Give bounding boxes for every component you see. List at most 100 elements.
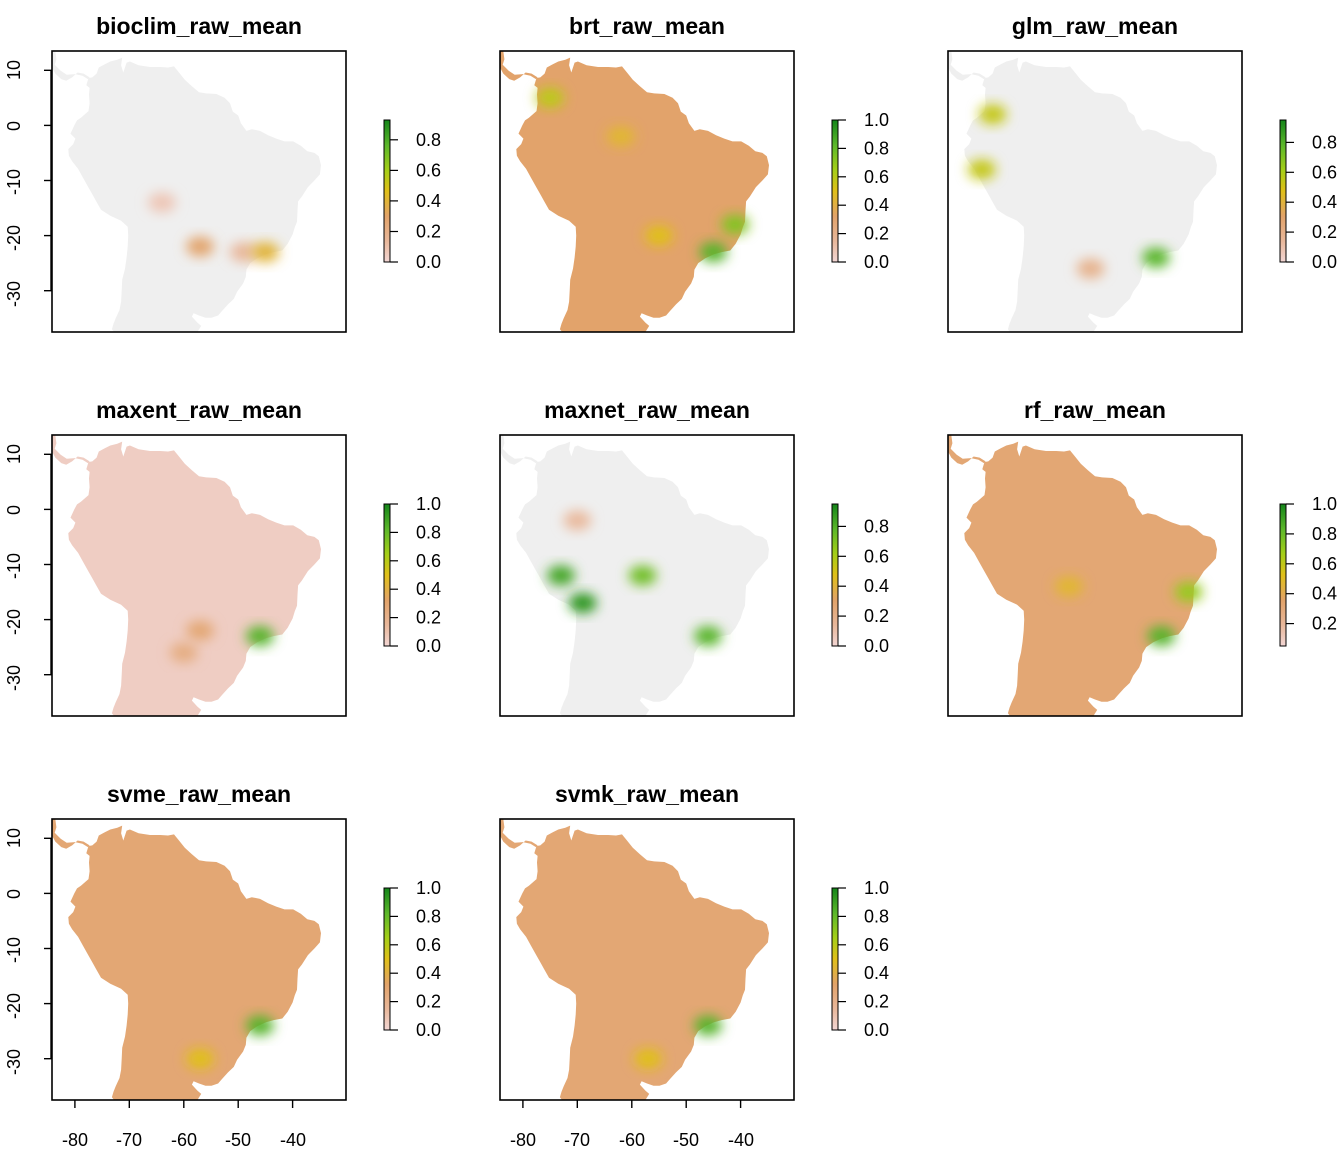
x-tick-label: -60 [619, 1130, 645, 1150]
x-tick-label: -50 [225, 1130, 251, 1150]
legend-tick-label: 0.6 [864, 167, 889, 187]
suitability-hotspot [563, 510, 592, 531]
y-tick-label: -10 [4, 937, 24, 963]
suitability-hotspot [1054, 576, 1083, 597]
suitability-hotspot [568, 593, 597, 613]
suitability-hotspot [967, 159, 996, 180]
y-axis-row1: 10 0 -10 -20 -30 [4, 60, 24, 307]
x-tick-label: -60 [171, 1130, 197, 1150]
legend-tick-label: 0.6 [416, 160, 441, 180]
suitability-hotspot [169, 642, 198, 663]
legend-tick-label: 0.2 [416, 992, 441, 1012]
legends: 0.0 0.2 0.4 0.6 0.8 0.0 0.2 0.4 0.6 0.8 1.0 0.0 0.2 0… [383, 110, 1337, 1040]
suitability-hotspot [1142, 247, 1170, 268]
legend-tick-label: 0.4 [864, 195, 889, 215]
central-america-landmass [948, 435, 986, 465]
y-tick-label: -30 [4, 1049, 24, 1075]
y-tick-label: 0 [4, 889, 24, 899]
legend-tick-label: 0.4 [1312, 584, 1337, 604]
suitability-hotspot [547, 565, 575, 586]
suitability-hotspot [1076, 258, 1105, 279]
map-panels [44, 50, 1243, 1108]
legend-tick-label: 1.0 [864, 878, 889, 898]
y-tick-label: 10 [4, 828, 24, 848]
suitability-hotspot [186, 236, 215, 257]
map-panel [52, 435, 321, 716]
plot-frame [947, 434, 1243, 717]
legend-colorbar [831, 119, 839, 263]
legend-tick-label: 0.6 [1312, 162, 1337, 182]
legend-tick-label: 0.4 [864, 576, 889, 596]
panel-title-bioclim: bioclim_raw_mean [96, 13, 302, 39]
panel-title-brt: brt_raw_mean [569, 13, 725, 39]
legend-tick-label: 1.0 [416, 878, 441, 898]
landmass [68, 57, 321, 332]
y-tick-label: 0 [4, 121, 24, 131]
legend-tick-label: 0.4 [416, 963, 441, 983]
legend-tick-label: 0.2 [1312, 222, 1337, 242]
legend-tick-label: 0.8 [1312, 524, 1337, 544]
x-axis-col1: -80 -70 -60 -50 -40 [62, 1130, 306, 1150]
y-tick-label: -30 [4, 281, 24, 307]
suitability-hotspot [606, 126, 635, 147]
legend-tick-label: 0.8 [864, 906, 889, 926]
x-tick-label: -40 [728, 1130, 754, 1150]
y-tick-label: -30 [4, 665, 24, 691]
y-tick-label: 10 [4, 444, 24, 464]
legend-tick-label: 0.6 [1312, 554, 1337, 574]
landmass [68, 825, 321, 1100]
suitability-hotspot [978, 104, 1007, 125]
plot-frame [499, 434, 795, 717]
legend-tick-label: 0.8 [416, 906, 441, 926]
legend-tick-label: 0.6 [416, 551, 441, 571]
legend-tick-label: 0.6 [864, 935, 889, 955]
legend-colorbar [383, 119, 391, 263]
x-tick-label: -70 [564, 1130, 590, 1150]
suitability-hotspot [536, 87, 565, 108]
legend-tick-label: 0.0 [416, 1020, 441, 1040]
legend-colorbar [831, 887, 839, 1031]
suitability-hotspot [1147, 626, 1176, 647]
panel-title-rf: rf_raw_mean [1024, 397, 1166, 423]
legend-tick-label: 0.8 [864, 516, 889, 536]
legend-colorbar [1279, 119, 1287, 263]
y-tick-label: -20 [4, 993, 24, 1019]
legend-tick-label: 0.8 [1312, 132, 1337, 152]
landmass [68, 441, 321, 716]
plot-frame [51, 818, 347, 1101]
suitability-hotspot [699, 242, 728, 263]
suitability-hotspot [694, 1015, 722, 1036]
suitability-hotspot [251, 242, 280, 263]
legend-tick-label: 0.2 [864, 992, 889, 1012]
map-panel [500, 435, 769, 716]
map-panel [52, 51, 321, 332]
suitability-hotspot [645, 225, 673, 246]
legend-colorbar [1279, 503, 1287, 647]
legend-tick-label: 0.0 [864, 1020, 889, 1040]
legend-tick-label: 0.2 [416, 608, 441, 628]
y-tick-label: -10 [4, 553, 24, 579]
landmass [516, 825, 769, 1100]
map-panel [500, 51, 769, 332]
legend-colorbar [383, 887, 391, 1031]
y-tick-label: -20 [4, 609, 24, 635]
legend-tick-label: 0.0 [416, 636, 441, 656]
legend-tick-label: 0.8 [416, 522, 441, 542]
legend-tick-label: 0.4 [416, 579, 441, 599]
central-america-landmass [500, 51, 538, 81]
x-axis-col2: -80 -70 -60 -50 -40 [510, 1130, 754, 1150]
legend-tick-label: 0.0 [864, 252, 889, 272]
legend-tick-label: 1.0 [864, 110, 889, 130]
suitability-hotspot [186, 1048, 215, 1069]
central-america-landmass [500, 819, 538, 849]
legend-colorbar [831, 503, 839, 647]
legend-colorbar [383, 503, 391, 647]
x-tick-label: -50 [673, 1130, 699, 1150]
central-america-landmass [948, 51, 986, 81]
legend-tick-label: 0.4 [864, 963, 889, 983]
x-tick-label: -80 [62, 1130, 88, 1150]
legend-tick-label: 1.0 [1312, 494, 1337, 514]
y-tick-label: -20 [4, 225, 24, 251]
y-tick-label: 0 [4, 505, 24, 515]
panel-title-glm: glm_raw_mean [1012, 13, 1178, 39]
